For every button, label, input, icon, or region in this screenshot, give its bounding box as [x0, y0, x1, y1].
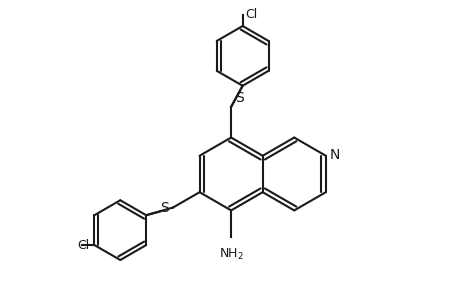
Text: S: S	[160, 202, 169, 215]
Text: N: N	[329, 148, 339, 162]
Text: NH$_2$: NH$_2$	[218, 247, 243, 262]
Text: Cl: Cl	[245, 8, 257, 21]
Text: S: S	[235, 91, 243, 105]
Text: Cl: Cl	[77, 238, 90, 252]
